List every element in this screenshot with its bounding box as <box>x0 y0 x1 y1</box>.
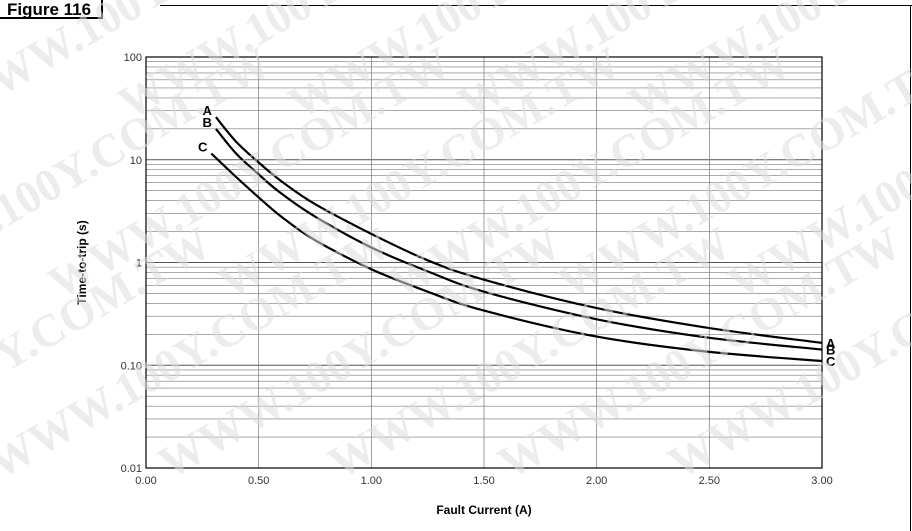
x-tick-label: 2.50 <box>699 475 720 487</box>
y-axis-title: Time-to-trip (s) <box>75 220 89 304</box>
chart-tick-labels: 0.00 0.50 1.00 1.50 2.00 2.50 3.00 0.01 0.10 1 10 1… <box>121 52 833 487</box>
curve-a <box>215 116 823 344</box>
y-tick-label: 100 <box>124 52 142 64</box>
x-axis-title: Fault Current (A) <box>436 503 531 517</box>
top-rule <box>160 5 912 6</box>
x-tick-label: 1.50 <box>473 475 494 487</box>
curve-label-end-a: A <box>826 336 836 351</box>
y-tick-label: 10 <box>130 155 142 167</box>
y-tick-label: 0.10 <box>121 360 142 372</box>
x-tick-label: 0.00 <box>135 475 156 487</box>
x-tick-label: 3.00 <box>811 475 832 487</box>
curve-b <box>215 128 823 351</box>
chart-curves <box>210 116 823 363</box>
curve-label-start-a: A <box>202 103 212 118</box>
curve-label-end-c: C <box>826 354 836 369</box>
curve-c <box>210 152 823 363</box>
y-tick-label: 0.01 <box>121 463 142 475</box>
chart-grid <box>145 57 823 469</box>
curve-label-start-b: B <box>202 115 211 130</box>
figure-label: Figure 116 <box>0 0 104 19</box>
right-frame-line <box>910 5 911 531</box>
x-tick-label: 1.00 <box>361 475 382 487</box>
y-tick-label: 1 <box>136 258 142 270</box>
x-tick-label: 2.00 <box>586 475 607 487</box>
curve-label-end-b: B <box>826 343 835 358</box>
curve-label-start-c: C <box>198 140 208 155</box>
plot-frame <box>145 56 823 469</box>
x-tick-label: 0.50 <box>248 475 269 487</box>
